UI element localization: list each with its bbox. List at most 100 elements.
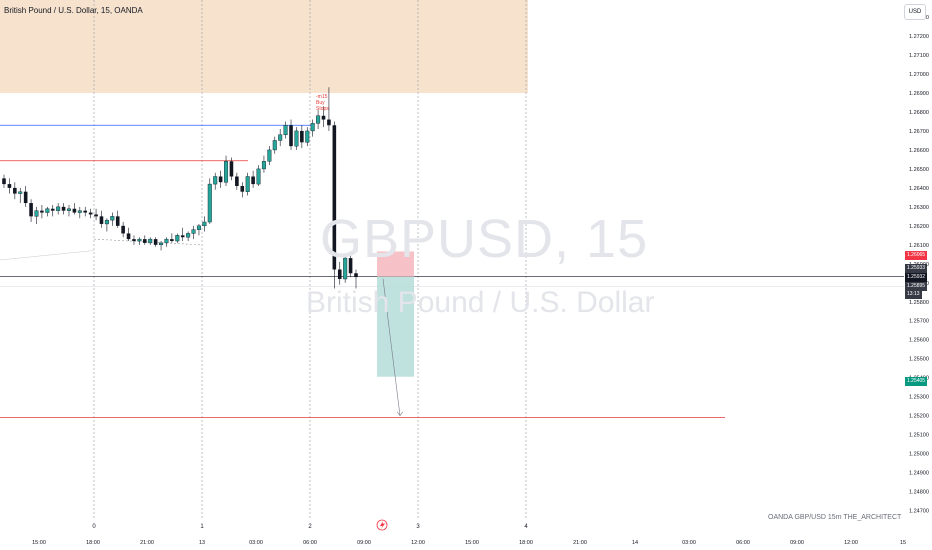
- candle[interactable]: [164, 237, 169, 247]
- candle[interactable]: [110, 212, 115, 226]
- candle-body: [348, 258, 353, 274]
- candle[interactable]: [18, 187, 23, 204]
- candle[interactable]: [104, 218, 109, 232]
- candle-body: [132, 239, 136, 242]
- candle[interactable]: [61, 203, 66, 215]
- candle-body: [207, 183, 212, 223]
- supply-zone[interactable]: [0, 0, 528, 93]
- candle[interactable]: [186, 231, 191, 242]
- candle-body: [202, 221, 207, 227]
- candle[interactable]: [240, 182, 245, 198]
- y-tick-label: 1.26300: [909, 205, 929, 211]
- candle[interactable]: [137, 237, 142, 245]
- candle[interactable]: [7, 178, 12, 194]
- candle-body: [126, 233, 131, 240]
- candle[interactable]: [348, 252, 353, 278]
- candle[interactable]: [283, 121, 288, 139]
- candle[interactable]: [343, 254, 348, 283]
- candle-body: [115, 216, 120, 226]
- candle[interactable]: [180, 227, 185, 242]
- candle[interactable]: [202, 216, 207, 232]
- candle[interactable]: [99, 210, 104, 228]
- candle[interactable]: [267, 146, 272, 166]
- y-tick-label: 1.26800: [909, 110, 929, 116]
- candle[interactable]: [88, 208, 93, 219]
- x-tick-label: 18:00: [86, 540, 100, 546]
- candle[interactable]: [332, 121, 337, 289]
- candle[interactable]: [34, 206, 39, 224]
- x-tick-label: 09:00: [790, 540, 804, 546]
- candle[interactable]: [278, 129, 283, 147]
- x-tick-label: 21:00: [573, 540, 587, 546]
- candle[interactable]: [191, 225, 196, 240]
- candle-body: [186, 233, 191, 238]
- candle[interactable]: [45, 206, 50, 217]
- candle[interactable]: [213, 172, 218, 190]
- candle-body: [327, 119, 331, 126]
- candle[interactable]: [175, 233, 180, 243]
- y-tick-label: 1.27100: [909, 53, 929, 59]
- y-tick-label: 1.25100: [909, 433, 929, 439]
- day-marker-label: 2: [308, 524, 312, 530]
- candle[interactable]: [29, 199, 33, 223]
- candle[interactable]: [305, 127, 310, 147]
- candle[interactable]: [218, 170, 223, 188]
- candle[interactable]: [2, 174, 6, 188]
- candle[interactable]: [300, 125, 304, 149]
- candle[interactable]: [235, 172, 239, 190]
- candle[interactable]: [83, 206, 88, 217]
- candle[interactable]: [170, 233, 174, 243]
- candle[interactable]: [50, 204, 55, 217]
- candle-body: [99, 216, 104, 224]
- candle[interactable]: [13, 182, 17, 200]
- candle-body: [29, 203, 33, 217]
- candle[interactable]: [256, 165, 261, 186]
- projection-arrow-line: [382, 278, 401, 416]
- candle[interactable]: [126, 227, 131, 242]
- currency-button[interactable]: USD: [904, 4, 926, 20]
- x-tick-label: 09:00: [357, 540, 371, 546]
- candle[interactable]: [272, 136, 277, 154]
- candle[interactable]: [245, 172, 250, 196]
- candle[interactable]: [294, 127, 299, 150]
- candle[interactable]: [153, 237, 158, 247]
- y-tick-label: 1.26500: [909, 167, 929, 173]
- candle[interactable]: [321, 106, 326, 128]
- candle[interactable]: [148, 237, 153, 245]
- candle[interactable]: [77, 206, 82, 219]
- candle[interactable]: [207, 178, 212, 224]
- candle[interactable]: [251, 170, 255, 188]
- candle[interactable]: [121, 222, 125, 238]
- lightning-icon[interactable]: [376, 519, 388, 531]
- candle[interactable]: [310, 119, 315, 137]
- x-tick-label: 03:00: [682, 540, 696, 546]
- candle[interactable]: [261, 155, 266, 173]
- candle-body: [218, 176, 223, 183]
- candle-body: [148, 238, 153, 244]
- y-tick-label: 1.25600: [909, 338, 929, 344]
- candle[interactable]: [354, 269, 358, 289]
- symbol-title[interactable]: British Pound / U.S. Dollar, 15, OANDA: [4, 6, 143, 15]
- candle[interactable]: [289, 119, 293, 150]
- candle[interactable]: [56, 203, 61, 215]
- candle[interactable]: [23, 185, 28, 207]
- candle[interactable]: [337, 261, 342, 285]
- candle[interactable]: [66, 204, 71, 217]
- candle[interactable]: [327, 87, 331, 131]
- candle[interactable]: [224, 155, 229, 186]
- candle[interactable]: [316, 110, 321, 130]
- candle[interactable]: [229, 157, 234, 181]
- stop-loss-zone[interactable]: [377, 251, 414, 277]
- candle[interactable]: [40, 204, 44, 219]
- candle[interactable]: [132, 235, 136, 245]
- candle[interactable]: [115, 210, 120, 228]
- x-tick-label: 18:00: [519, 540, 533, 546]
- candle[interactable]: [94, 208, 98, 221]
- take-profit-zone[interactable]: [377, 276, 414, 377]
- day-marker-label: 4: [524, 524, 528, 530]
- candle[interactable]: [196, 223, 201, 236]
- candle[interactable]: [143, 235, 147, 245]
- candle[interactable]: [72, 203, 77, 215]
- candle[interactable]: [159, 241, 164, 251]
